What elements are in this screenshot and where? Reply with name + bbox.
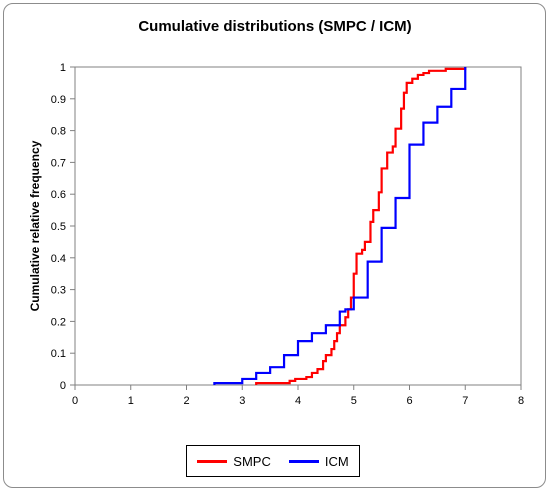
y-tick-label: 0.7: [51, 157, 66, 169]
series-line-smpc: [255, 67, 467, 385]
y-tick-label: 0.5: [51, 221, 66, 233]
x-tick-label: 0: [72, 395, 78, 407]
y-tick-label: 0.9: [51, 94, 66, 106]
chart-title: Cumulative distributions (SMPC / ICM): [138, 18, 412, 35]
y-tick-label: 0.6: [51, 189, 66, 201]
x-tick-label: 8: [518, 395, 524, 407]
legend-swatch-smpc: [197, 459, 228, 463]
legend-item-smpc: SMPC: [197, 454, 271, 469]
x-tick-label: 6: [406, 395, 412, 407]
x-tick-label: 1: [128, 395, 134, 407]
y-tick-label: 0.1: [51, 348, 66, 360]
legend: SMPC ICM: [186, 445, 360, 477]
y-tick-label: 0.2: [51, 316, 66, 328]
y-tick-label: 0.8: [51, 126, 66, 138]
x-tick-label: 5: [351, 395, 357, 407]
plot-area: [74, 66, 522, 386]
x-tick-label: 2: [183, 395, 189, 407]
y-tick-label: 0.3: [51, 285, 66, 297]
legend-label-smpc: SMPC: [233, 453, 271, 469]
chart-frame: [3, 3, 546, 488]
x-tick-label: 3: [239, 395, 245, 407]
x-tick-label: 4: [295, 395, 301, 407]
y-tick-label: 0: [60, 380, 66, 392]
y-tick-label: 0.4: [51, 253, 66, 265]
legend-swatch-icm: [288, 459, 319, 463]
series-line-icm: [213, 67, 467, 385]
x-tick-label: 7: [462, 395, 468, 407]
legend-item-icm: ICM: [288, 453, 349, 469]
y-tick-label: 1: [60, 62, 66, 74]
legend-label-icm: ICM: [324, 453, 349, 469]
